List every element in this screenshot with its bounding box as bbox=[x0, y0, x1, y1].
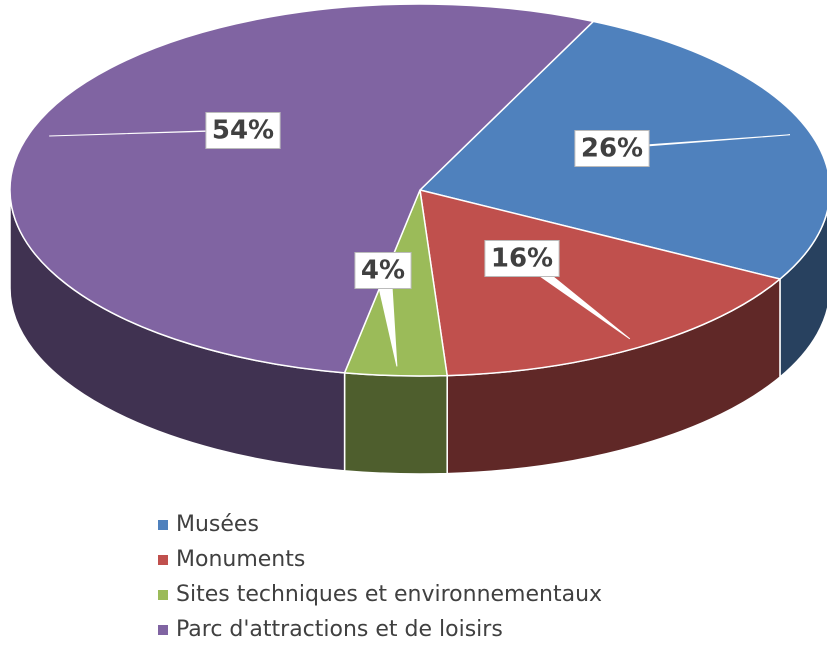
pie-slice bbox=[9, 3, 595, 374]
legend-swatch bbox=[158, 625, 168, 635]
legend-swatch bbox=[158, 590, 168, 600]
label-box bbox=[574, 130, 650, 167]
legend-label: Sites techniques et environnementaux bbox=[176, 582, 602, 607]
legend-label: Musées bbox=[176, 512, 259, 537]
pie-slice bbox=[419, 189, 782, 377]
label-box bbox=[205, 112, 281, 149]
legend-swatch bbox=[158, 555, 168, 565]
pie-side bbox=[343, 372, 448, 475]
data-label: 16% bbox=[491, 244, 553, 274]
data-label: 26% bbox=[581, 134, 643, 164]
data-label: 54% bbox=[212, 116, 274, 146]
legend-swatch bbox=[158, 520, 168, 530]
label-box bbox=[354, 252, 412, 289]
data-label: 4% bbox=[361, 256, 405, 286]
legend-label: Parc d'attractions et de loisirs bbox=[176, 617, 503, 642]
legend-label: Monuments bbox=[176, 547, 305, 572]
label-box bbox=[484, 240, 560, 277]
